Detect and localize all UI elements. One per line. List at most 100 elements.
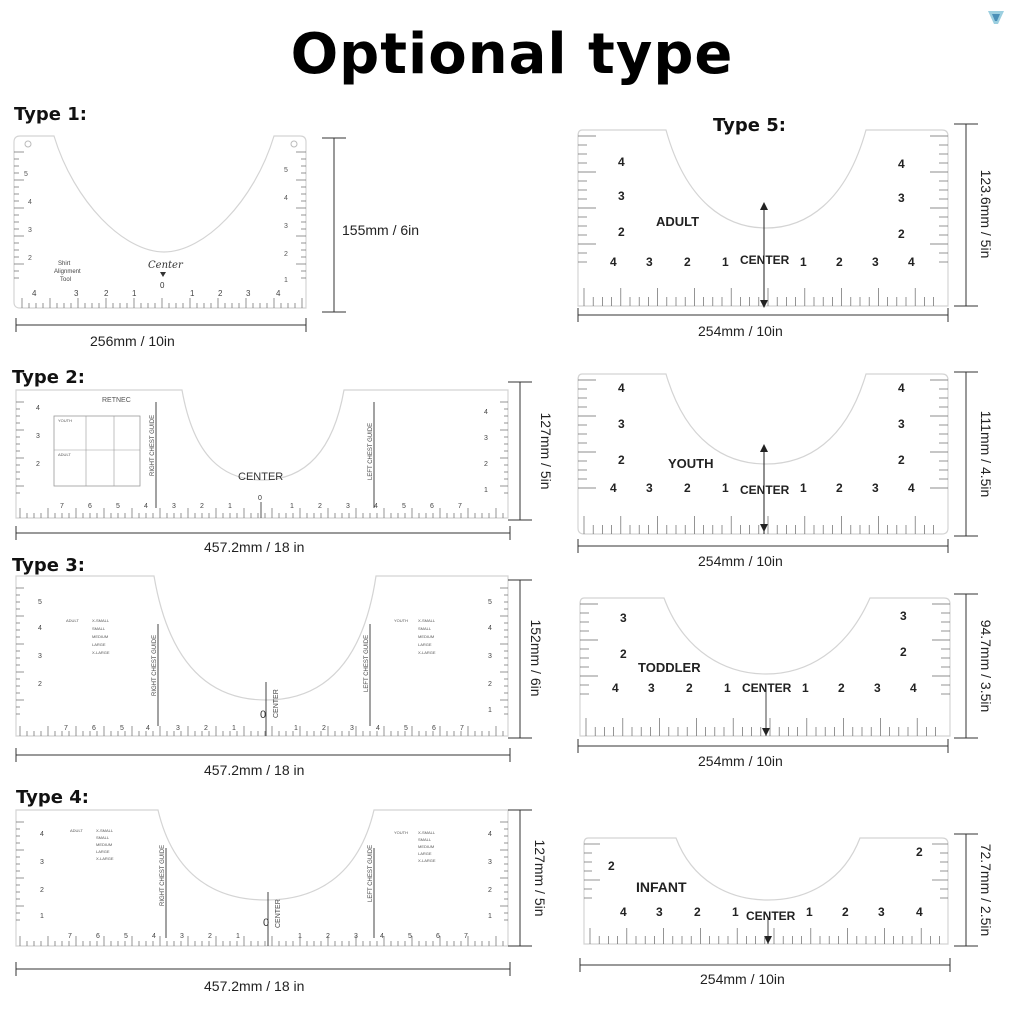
svg-text:RETNEC: RETNEC xyxy=(102,397,131,404)
svg-text:MEDIUM: MEDIUM xyxy=(418,634,434,639)
svg-text:ADULT: ADULT xyxy=(58,452,71,457)
svg-text:1: 1 xyxy=(290,503,294,510)
svg-text:2: 2 xyxy=(916,845,923,859)
svg-text:CENTER: CENTER xyxy=(740,253,790,267)
svg-text:CENTER: CENTER xyxy=(273,689,280,718)
svg-text:1: 1 xyxy=(132,289,137,298)
brand-logo-icon xyxy=(988,11,1004,24)
svg-text:4: 4 xyxy=(38,625,42,632)
type-5-youth-height-label: 111mm / 4.5in xyxy=(978,410,994,498)
svg-text:3: 3 xyxy=(874,681,881,695)
svg-text:2: 2 xyxy=(694,905,701,919)
svg-text:4: 4 xyxy=(488,831,492,838)
svg-text:4: 4 xyxy=(376,725,380,732)
svg-text:3: 3 xyxy=(176,725,180,732)
svg-text:2: 2 xyxy=(618,225,625,239)
svg-text:5: 5 xyxy=(24,171,28,178)
svg-text:1: 1 xyxy=(284,277,288,284)
type-4-width-dimension xyxy=(15,962,511,976)
svg-text:2: 2 xyxy=(218,289,223,298)
type-3-ruler: ADULT X-SMALL SMALL MEDIUM LARGE X-LARGE… xyxy=(15,575,509,737)
svg-text:4: 4 xyxy=(144,503,148,510)
type-1-label: Type 1: xyxy=(14,104,87,125)
type-1-height-label: 155mm / 6in xyxy=(342,222,420,238)
svg-text:LEFT CHEST GUIDE: LEFT CHEST GUIDE xyxy=(364,635,370,692)
svg-text:3: 3 xyxy=(648,681,655,695)
svg-text:6: 6 xyxy=(96,933,100,940)
type-2-width-dimension xyxy=(15,526,511,540)
svg-text:5: 5 xyxy=(124,933,128,940)
svg-text:4: 4 xyxy=(916,905,923,919)
svg-text:5: 5 xyxy=(116,503,120,510)
svg-text:2: 2 xyxy=(200,503,204,510)
svg-text:LARGE: LARGE xyxy=(418,642,432,647)
svg-text:0: 0 xyxy=(260,709,266,721)
svg-text:2: 2 xyxy=(608,859,615,873)
svg-text:3: 3 xyxy=(284,223,288,230)
type-4-height-dimension xyxy=(508,809,532,947)
type-5-adult-ruler: ADULT CENTER 4 3 2 1 1 2 3 4 4 3 2 4 3 2 xyxy=(577,129,949,308)
svg-text:1: 1 xyxy=(40,913,44,920)
type-5-infant-height-dimension xyxy=(954,833,978,947)
svg-text:2: 2 xyxy=(28,255,32,262)
svg-text:3: 3 xyxy=(898,191,905,205)
svg-text:1: 1 xyxy=(732,905,739,919)
type-5-adult-height-label: 123.6mm / 5in xyxy=(978,169,994,259)
svg-text:X-SMALL: X-SMALL xyxy=(92,618,110,623)
svg-text:RIGHT CHEST GUIDE: RIGHT CHEST GUIDE xyxy=(160,845,166,906)
type-5-adult-width-label: 254mm / 10in xyxy=(698,323,783,339)
type-5-label: Type 5: xyxy=(713,115,786,136)
type-5-infant-size-text: INFANT xyxy=(636,879,687,895)
svg-text:4: 4 xyxy=(284,195,288,202)
svg-text:2: 2 xyxy=(836,481,843,495)
svg-text:YOUTH: YOUTH xyxy=(58,418,72,423)
svg-text:3: 3 xyxy=(172,503,176,510)
svg-text:2: 2 xyxy=(898,227,905,241)
svg-text:Tool: Tool xyxy=(60,277,71,283)
svg-text:SMALL: SMALL xyxy=(96,835,110,840)
svg-text:1: 1 xyxy=(232,725,236,732)
type-5-adult-height-dimension xyxy=(954,123,978,307)
svg-text:CENTER: CENTER xyxy=(740,483,790,497)
svg-text:2: 2 xyxy=(322,725,326,732)
svg-text:7: 7 xyxy=(64,725,68,732)
svg-text:3: 3 xyxy=(246,289,251,298)
svg-text:2: 2 xyxy=(842,905,849,919)
type-5-infant-width-dimension xyxy=(579,958,951,972)
svg-text:1: 1 xyxy=(236,933,240,940)
svg-text:0: 0 xyxy=(258,495,262,502)
svg-text:3: 3 xyxy=(900,609,907,623)
type-3-width-label: 457.2mm / 18 in xyxy=(204,762,305,778)
svg-text:LEFT CHEST GUIDE: LEFT CHEST GUIDE xyxy=(368,845,374,902)
svg-text:1: 1 xyxy=(294,725,298,732)
svg-text:3: 3 xyxy=(488,859,492,866)
type-5-infant-height-label: 72.7mm / 2.5in xyxy=(978,843,994,937)
type-3-width-dimension xyxy=(15,748,511,762)
svg-text:MEDIUM: MEDIUM xyxy=(418,844,434,849)
svg-text:2: 2 xyxy=(684,255,691,269)
type-5-youth-width-dimension xyxy=(577,539,949,553)
svg-text:4: 4 xyxy=(898,381,905,395)
svg-text:3: 3 xyxy=(618,417,625,431)
svg-text:3: 3 xyxy=(346,503,350,510)
svg-text:X-LARGE: X-LARGE xyxy=(96,856,114,861)
type-5-infant-width-label: 254mm / 10in xyxy=(700,971,785,987)
svg-text:2: 2 xyxy=(900,645,907,659)
svg-text:2: 2 xyxy=(686,681,693,695)
svg-text:2: 2 xyxy=(36,461,40,468)
type-5-youth-size-text: YOUTH xyxy=(668,456,714,471)
svg-text:7: 7 xyxy=(458,503,462,510)
type-5-youth-height-dimension xyxy=(954,371,978,537)
svg-text:2: 2 xyxy=(898,453,905,467)
svg-text:RIGHT CHEST GUIDE: RIGHT CHEST GUIDE xyxy=(152,635,158,696)
svg-text:1: 1 xyxy=(806,905,813,919)
svg-text:2: 2 xyxy=(38,681,42,688)
svg-text:2: 2 xyxy=(620,647,627,661)
svg-text:YOUTH: YOUTH xyxy=(394,830,408,835)
svg-text:SMALL: SMALL xyxy=(418,626,432,631)
type-2-label: Type 2: xyxy=(12,367,85,388)
svg-text:4: 4 xyxy=(618,381,625,395)
svg-text:3: 3 xyxy=(180,933,184,940)
svg-text:2: 2 xyxy=(684,481,691,495)
svg-text:2: 2 xyxy=(838,681,845,695)
